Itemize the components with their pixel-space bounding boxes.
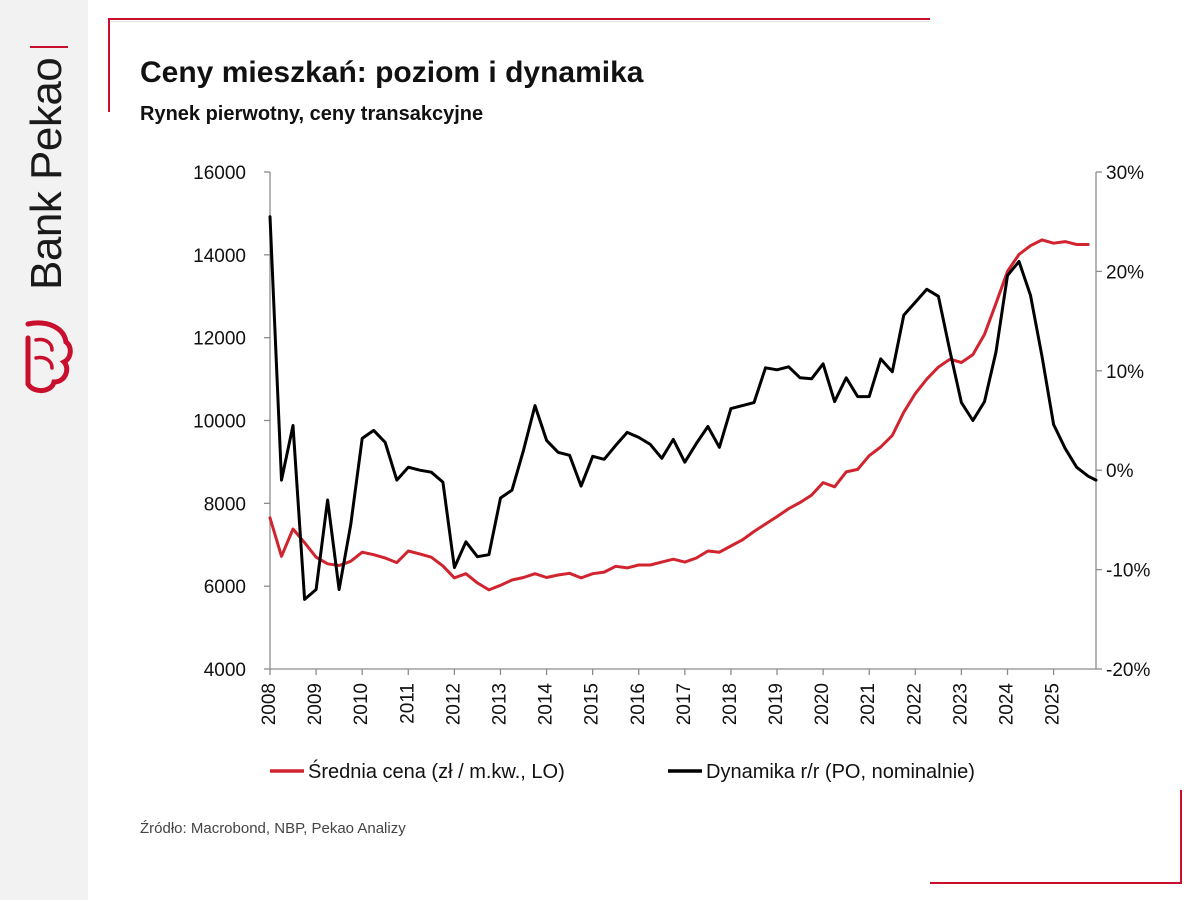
x-tick-label: 2022 — [904, 683, 925, 725]
legend-label: Średnia cena (zł / m.kw., LO) — [308, 759, 565, 783]
y-left-tick-label: 6000 — [204, 577, 246, 598]
y-left-tick-label: 4000 — [204, 660, 246, 681]
x-tick-label: 2013 — [489, 683, 510, 725]
chart-legend: Średnia cena (zł / m.kw., LO) Dynamika r/… — [270, 759, 975, 783]
x-tick-label: 2015 — [582, 683, 603, 725]
source-note: Źródło: Macrobond, NBP, Pekao Analizy — [140, 820, 406, 837]
x-tick-label: 2018 — [720, 683, 741, 725]
x-tick-label: 2012 — [443, 683, 464, 725]
x-tick-label: 2011 — [397, 683, 418, 724]
y-right-tick-label: 20% — [1106, 262, 1144, 283]
y-right-tick-label: 10% — [1106, 362, 1144, 383]
chart-subtitle: Rynek pierwotny, ceny transakcyjne — [140, 103, 484, 125]
chart-title: Ceny mieszkań: poziom i dynamika — [140, 56, 644, 89]
x-tick-label: 2014 — [536, 683, 557, 726]
x-tick-label: 2008 — [259, 683, 280, 725]
x-tick-label: 2025 — [1043, 683, 1064, 725]
x-tick-label: 2020 — [812, 683, 833, 725]
pekao-logo-icon — [25, 320, 73, 393]
y-left-tick-label: 10000 — [193, 412, 246, 433]
series-line-price — [268, 238, 1090, 592]
series-line-yoy — [268, 215, 1098, 601]
y-left-tick-label: 16000 — [193, 163, 246, 184]
y-left-tick-label: 12000 — [193, 329, 246, 350]
x-tick-label: 2021 — [858, 683, 879, 725]
x-tick-label: 2016 — [628, 683, 649, 725]
x-tick-label: 2019 — [766, 683, 787, 725]
chart-ticks: 4000 6000 8000 10000 12000 14000 16000 -20% -10%… — [193, 163, 1150, 725]
legend-label: Dynamika r/r (PO, nominalnie) — [706, 761, 975, 783]
brand-sidebar — [0, 0, 88, 900]
x-tick-label: 2009 — [305, 683, 326, 725]
x-tick-label: 2024 — [997, 683, 1018, 726]
y-left-tick-label: 14000 — [193, 246, 246, 267]
frame-left-line — [108, 18, 110, 112]
y-right-tick-label: 0% — [1106, 461, 1134, 482]
frame-right-line — [1180, 790, 1182, 884]
y-left-tick-label: 8000 — [204, 494, 246, 515]
y-right-tick-label: -20% — [1106, 660, 1150, 681]
frame-bottom-line — [930, 882, 1182, 884]
x-tick-label: 2010 — [351, 683, 372, 725]
frame-top-line — [108, 18, 930, 20]
chart-lines — [268, 215, 1098, 601]
frame-shadow-line — [111, 21, 930, 22]
y-right-tick-label: -10% — [1106, 561, 1150, 582]
x-tick-label: 2017 — [674, 683, 695, 725]
y-right-tick-label: 30% — [1106, 163, 1144, 184]
x-tick-label: 2023 — [950, 683, 971, 725]
